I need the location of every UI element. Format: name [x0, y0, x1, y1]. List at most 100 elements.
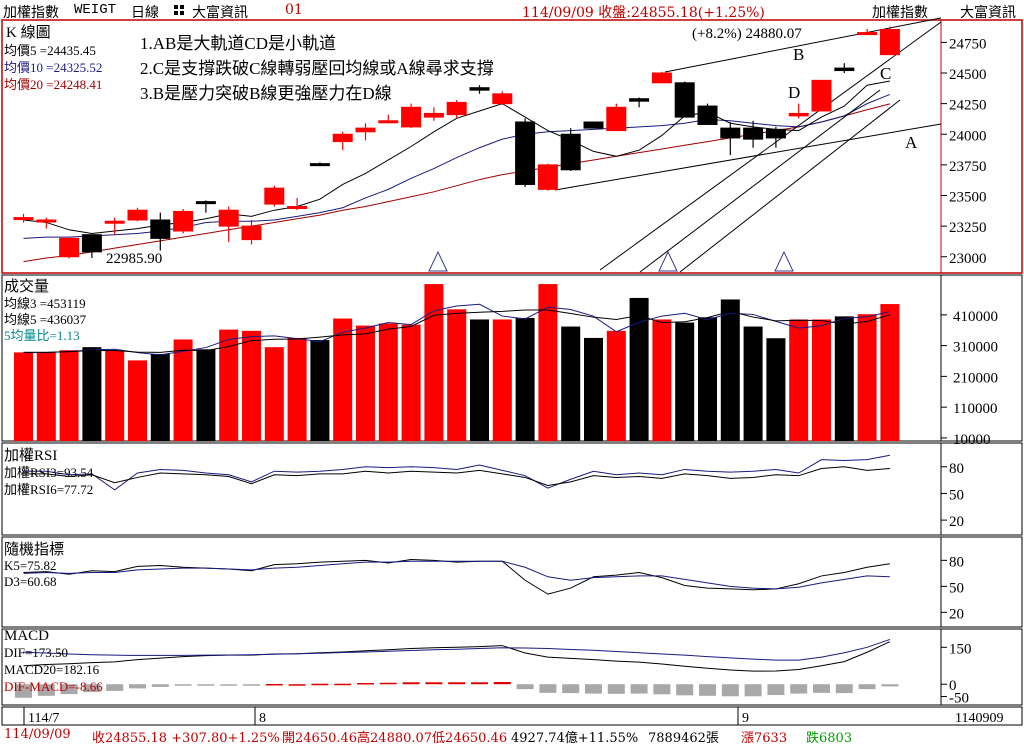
rsi-title: 加權RSI — [4, 447, 57, 464]
candle-body — [788, 112, 809, 117]
macd-osc-bar — [585, 684, 602, 694]
annotation-note: 3.B是壓力突破B線更強壓力在D線 — [140, 84, 392, 103]
volume-bar — [150, 353, 170, 441]
volume-tick-label: 10000 — [953, 432, 991, 448]
line-A — [554, 123, 942, 191]
candle-body — [81, 234, 102, 253]
index-code: WEIGT — [74, 2, 117, 18]
footer-bar: 114/09/09 收24855.18 +307.80+1.25% 開24650… — [0, 726, 1024, 746]
candle-body — [195, 201, 216, 205]
price-tick-label: 24000 — [949, 128, 987, 144]
macd-osc-bar — [15, 684, 32, 698]
macd-osc-bar — [744, 684, 762, 697]
x-axis-label: 9 — [742, 711, 749, 726]
price-tick-label: 24250 — [949, 98, 987, 114]
macd-osc-bar — [607, 684, 625, 694]
chart-header: 加權指數 WEIGT 日線 大富資訊 01 114/09/09 收盤:24855… — [0, 0, 1024, 21]
x-axis-label: 8 — [259, 711, 266, 726]
page-number: 01 — [285, 2, 303, 18]
macd-osc-bar — [106, 684, 124, 691]
macd-osc-bar — [311, 683, 329, 686]
price-tick-label: 23000 — [949, 251, 987, 267]
macd-osc-bar — [197, 684, 215, 686]
volume-bar — [720, 299, 740, 441]
right-index-name: 加權指數 — [872, 5, 928, 21]
ma5-label: 均價5 =24435.45 — [4, 43, 96, 58]
channel-label-A: A — [905, 133, 918, 152]
macd-osc-bar — [858, 684, 876, 690]
candle-body — [355, 127, 376, 133]
volume-ratio-label: 5均量比=1.13 — [4, 328, 80, 343]
rsi6-label: 加權RSI6=77.72 — [4, 482, 93, 497]
x-axis-end-date: 1140909 — [955, 711, 1003, 726]
volume-title: 成交量 — [4, 277, 49, 295]
volume-bar — [812, 319, 831, 441]
macd-osc-bar — [676, 684, 694, 696]
macd-tick-label: -50 — [949, 691, 969, 707]
line-C2 — [639, 89, 881, 273]
macd-title: MACD — [4, 628, 49, 644]
x-axis-label: 114/7 — [28, 711, 59, 726]
rsi6-line — [23, 466, 890, 486]
macd-osc-bar — [402, 682, 420, 685]
candle-body — [309, 163, 330, 167]
candle-body — [287, 206, 308, 210]
macd-osc-bar — [379, 682, 397, 685]
macd-osc-bar — [334, 683, 352, 686]
macd-osc-bar — [493, 682, 511, 685]
volume-bar — [698, 317, 717, 441]
candle-body — [469, 87, 490, 91]
volume-ma3-line — [23, 303, 891, 356]
kd-title: 隨機指標 — [4, 541, 64, 558]
grid-icon[interactable] — [174, 5, 184, 15]
volume-ma5-line — [23, 309, 891, 353]
volume-bar — [880, 304, 900, 441]
candle-body — [332, 133, 353, 143]
panel-frame-kd — [1, 536, 1023, 628]
macd-osc-bar — [471, 682, 488, 685]
macd-osc-bar — [265, 683, 283, 686]
volume-bar — [629, 297, 649, 441]
high-price-label: (+8.2%) 24880.07 — [692, 26, 802, 42]
macd-label: MACD20=182.16 — [4, 662, 100, 677]
volume-bar — [378, 323, 398, 441]
volume-bar — [538, 284, 558, 441]
macd-osc-bar — [151, 684, 169, 687]
macd-osc-bar — [813, 684, 830, 693]
candle-body — [218, 209, 239, 227]
candle-body — [674, 82, 695, 118]
volume-bar — [401, 324, 421, 441]
kd-tick-label: 80 — [949, 554, 964, 570]
volume-bar — [743, 326, 763, 441]
macd-osc-bar — [129, 684, 146, 689]
footer-down-count: 跌6803 — [806, 731, 853, 746]
candle-body — [127, 209, 148, 221]
footer-shares: 7889462張 — [648, 731, 719, 746]
x-axis-frame — [1, 706, 1023, 726]
panel-frame-v — [1, 274, 1023, 442]
volume-bar — [766, 338, 786, 441]
volume-bar — [834, 316, 854, 441]
period-label[interactable]: 日線 — [131, 5, 159, 21]
k-line — [23, 558, 890, 595]
signal-triangle — [658, 250, 678, 272]
candle-body — [720, 127, 741, 139]
candle-body — [173, 210, 194, 232]
footer-close: 收24855.18 +307.80+1.25% — [92, 731, 280, 746]
volume-bar — [242, 330, 261, 441]
candle-body — [492, 93, 513, 105]
candle-body — [446, 101, 467, 116]
volume-bar — [561, 326, 581, 441]
channel-label-D: D — [788, 83, 800, 102]
candle-body — [583, 121, 604, 129]
candle-body — [150, 219, 171, 239]
candle-body — [36, 219, 57, 223]
volume-bar — [173, 339, 193, 441]
channel-label-B: B — [793, 45, 804, 64]
volume-bar — [447, 309, 467, 441]
candle-body — [811, 79, 832, 112]
price-tick-label: 24500 — [949, 67, 987, 83]
kline-panel-frame — [1, 19, 1023, 274]
candle-body — [606, 106, 627, 132]
